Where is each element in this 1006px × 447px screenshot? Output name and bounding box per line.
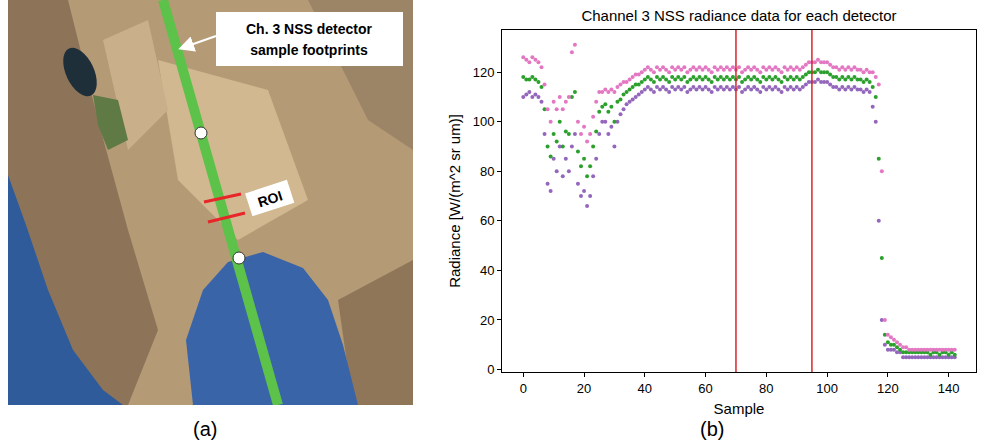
svg-text:ROI: ROI	[256, 188, 285, 211]
svg-text:sample footprints: sample footprints	[250, 42, 368, 58]
html-text:(b): (b)	[700, 418, 725, 440]
svg-text:120: 120	[473, 65, 495, 80]
svg-text:80: 80	[480, 164, 494, 179]
svg-text:100: 100	[473, 114, 495, 129]
svg-text:0: 0	[520, 381, 527, 396]
svg-text:Channel 3 NSS radiance data fo: Channel 3 NSS radiance data for each det…	[581, 7, 896, 24]
svg-text:80: 80	[759, 381, 773, 396]
svg-text:120: 120	[877, 381, 899, 396]
svg-text:60: 60	[698, 381, 712, 396]
svg-text:40: 40	[480, 263, 494, 278]
svg-text:0: 0	[487, 362, 494, 377]
svg-text:140: 140	[938, 381, 960, 396]
svg-text:Sample: Sample	[714, 400, 765, 417]
html-text:(a): (a)	[193, 418, 218, 440]
svg-text:Ch. 3 NSS detector: Ch. 3 NSS detector	[246, 21, 373, 37]
svg-text:60: 60	[480, 213, 494, 228]
svg-text:Radiance [W/(m^2 sr um)]: Radiance [W/(m^2 sr um)]	[446, 114, 463, 288]
svg-text:100: 100	[816, 381, 838, 396]
svg-text:40: 40	[638, 381, 652, 396]
svg-text:20: 20	[480, 313, 494, 328]
svg-text:20: 20	[577, 381, 591, 396]
